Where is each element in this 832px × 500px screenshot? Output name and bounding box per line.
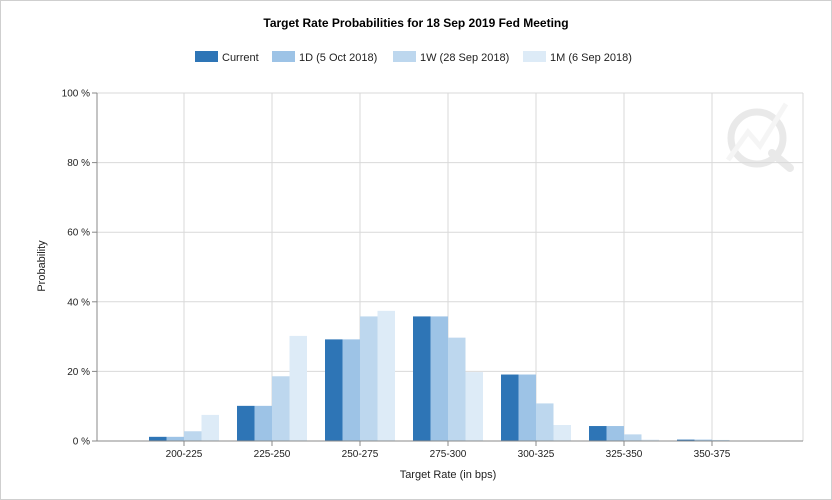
bars xyxy=(149,310,730,441)
x-ticks: 200-225 225-250 250-275 275-300 300-325 325-3… xyxy=(166,441,731,460)
bar[interactable] xyxy=(501,374,519,441)
bar[interactable] xyxy=(413,316,431,441)
legend-label: 1M (6 Sep 2018) xyxy=(550,52,632,64)
x-tick-label: 325-350 xyxy=(606,449,643,460)
axes xyxy=(96,93,803,442)
bar[interactable] xyxy=(430,316,449,441)
bar[interactable] xyxy=(624,434,642,441)
y-ticks: 0 % 20 % 40 % 60 % 80 % 100 % xyxy=(62,89,97,448)
legend-item[interactable]: Current xyxy=(195,51,259,64)
x-axis-label: Target Rate (in bps) xyxy=(400,469,497,481)
y-tick-label: 0 % xyxy=(73,437,90,448)
legend: Current 1D (5 Oct 2018) 1W (28 Sep 2018) 1M… xyxy=(195,51,632,64)
y-tick-label: 40 % xyxy=(67,297,90,308)
bar[interactable] xyxy=(184,431,202,441)
bar[interactable] xyxy=(272,376,290,441)
bar[interactable] xyxy=(342,339,361,441)
bar[interactable] xyxy=(325,339,343,441)
x-tick-label: 200-225 xyxy=(166,449,203,460)
y-tick-label: 100 % xyxy=(62,89,90,100)
legend-label: 1W (28 Sep 2018) xyxy=(420,52,509,64)
bar[interactable] xyxy=(254,405,273,441)
bar[interactable] xyxy=(289,335,308,441)
bar[interactable] xyxy=(641,439,660,441)
x-tick-label: 350-375 xyxy=(694,449,731,460)
legend-swatch xyxy=(272,51,295,62)
y-tick-label: 80 % xyxy=(67,158,90,169)
x-tick-label: 300-325 xyxy=(518,449,555,460)
watermark-logo-icon xyxy=(725,102,794,172)
bar[interactable] xyxy=(448,337,466,441)
y-tick-label: 60 % xyxy=(67,228,90,239)
y-tick-label: 20 % xyxy=(67,367,90,378)
legend-item[interactable]: 1W (28 Sep 2018) xyxy=(393,51,509,64)
bar[interactable] xyxy=(553,424,572,441)
legend-swatch xyxy=(195,51,218,62)
x-tick-label: 250-275 xyxy=(342,449,379,460)
legend-label: 1D (5 Oct 2018) xyxy=(299,52,377,64)
x-tick-label: 225-250 xyxy=(254,449,291,460)
bar[interactable] xyxy=(201,414,220,441)
bar[interactable] xyxy=(149,436,167,441)
bar[interactable] xyxy=(237,405,255,441)
bar[interactable] xyxy=(694,439,713,441)
bar[interactable] xyxy=(536,403,554,441)
x-tick-label: 275-300 xyxy=(430,449,467,460)
bar[interactable] xyxy=(377,310,396,441)
bar[interactable] xyxy=(360,316,378,441)
bar[interactable] xyxy=(465,372,484,441)
legend-item[interactable]: 1M (6 Sep 2018) xyxy=(523,51,632,64)
bar[interactable] xyxy=(677,439,695,441)
bar[interactable] xyxy=(606,426,625,441)
bar[interactable] xyxy=(589,426,607,441)
legend-swatch xyxy=(523,51,546,62)
bar[interactable] xyxy=(166,436,185,441)
chart-title: Target Rate Probabilities for 18 Sep 201… xyxy=(263,16,568,30)
bar[interactable] xyxy=(712,439,730,441)
y-axis-label: Probability xyxy=(36,240,48,292)
bar[interactable] xyxy=(518,374,537,441)
legend-swatch xyxy=(393,51,416,62)
legend-label: Current xyxy=(222,52,259,64)
legend-item[interactable]: 1D (5 Oct 2018) xyxy=(272,51,377,64)
